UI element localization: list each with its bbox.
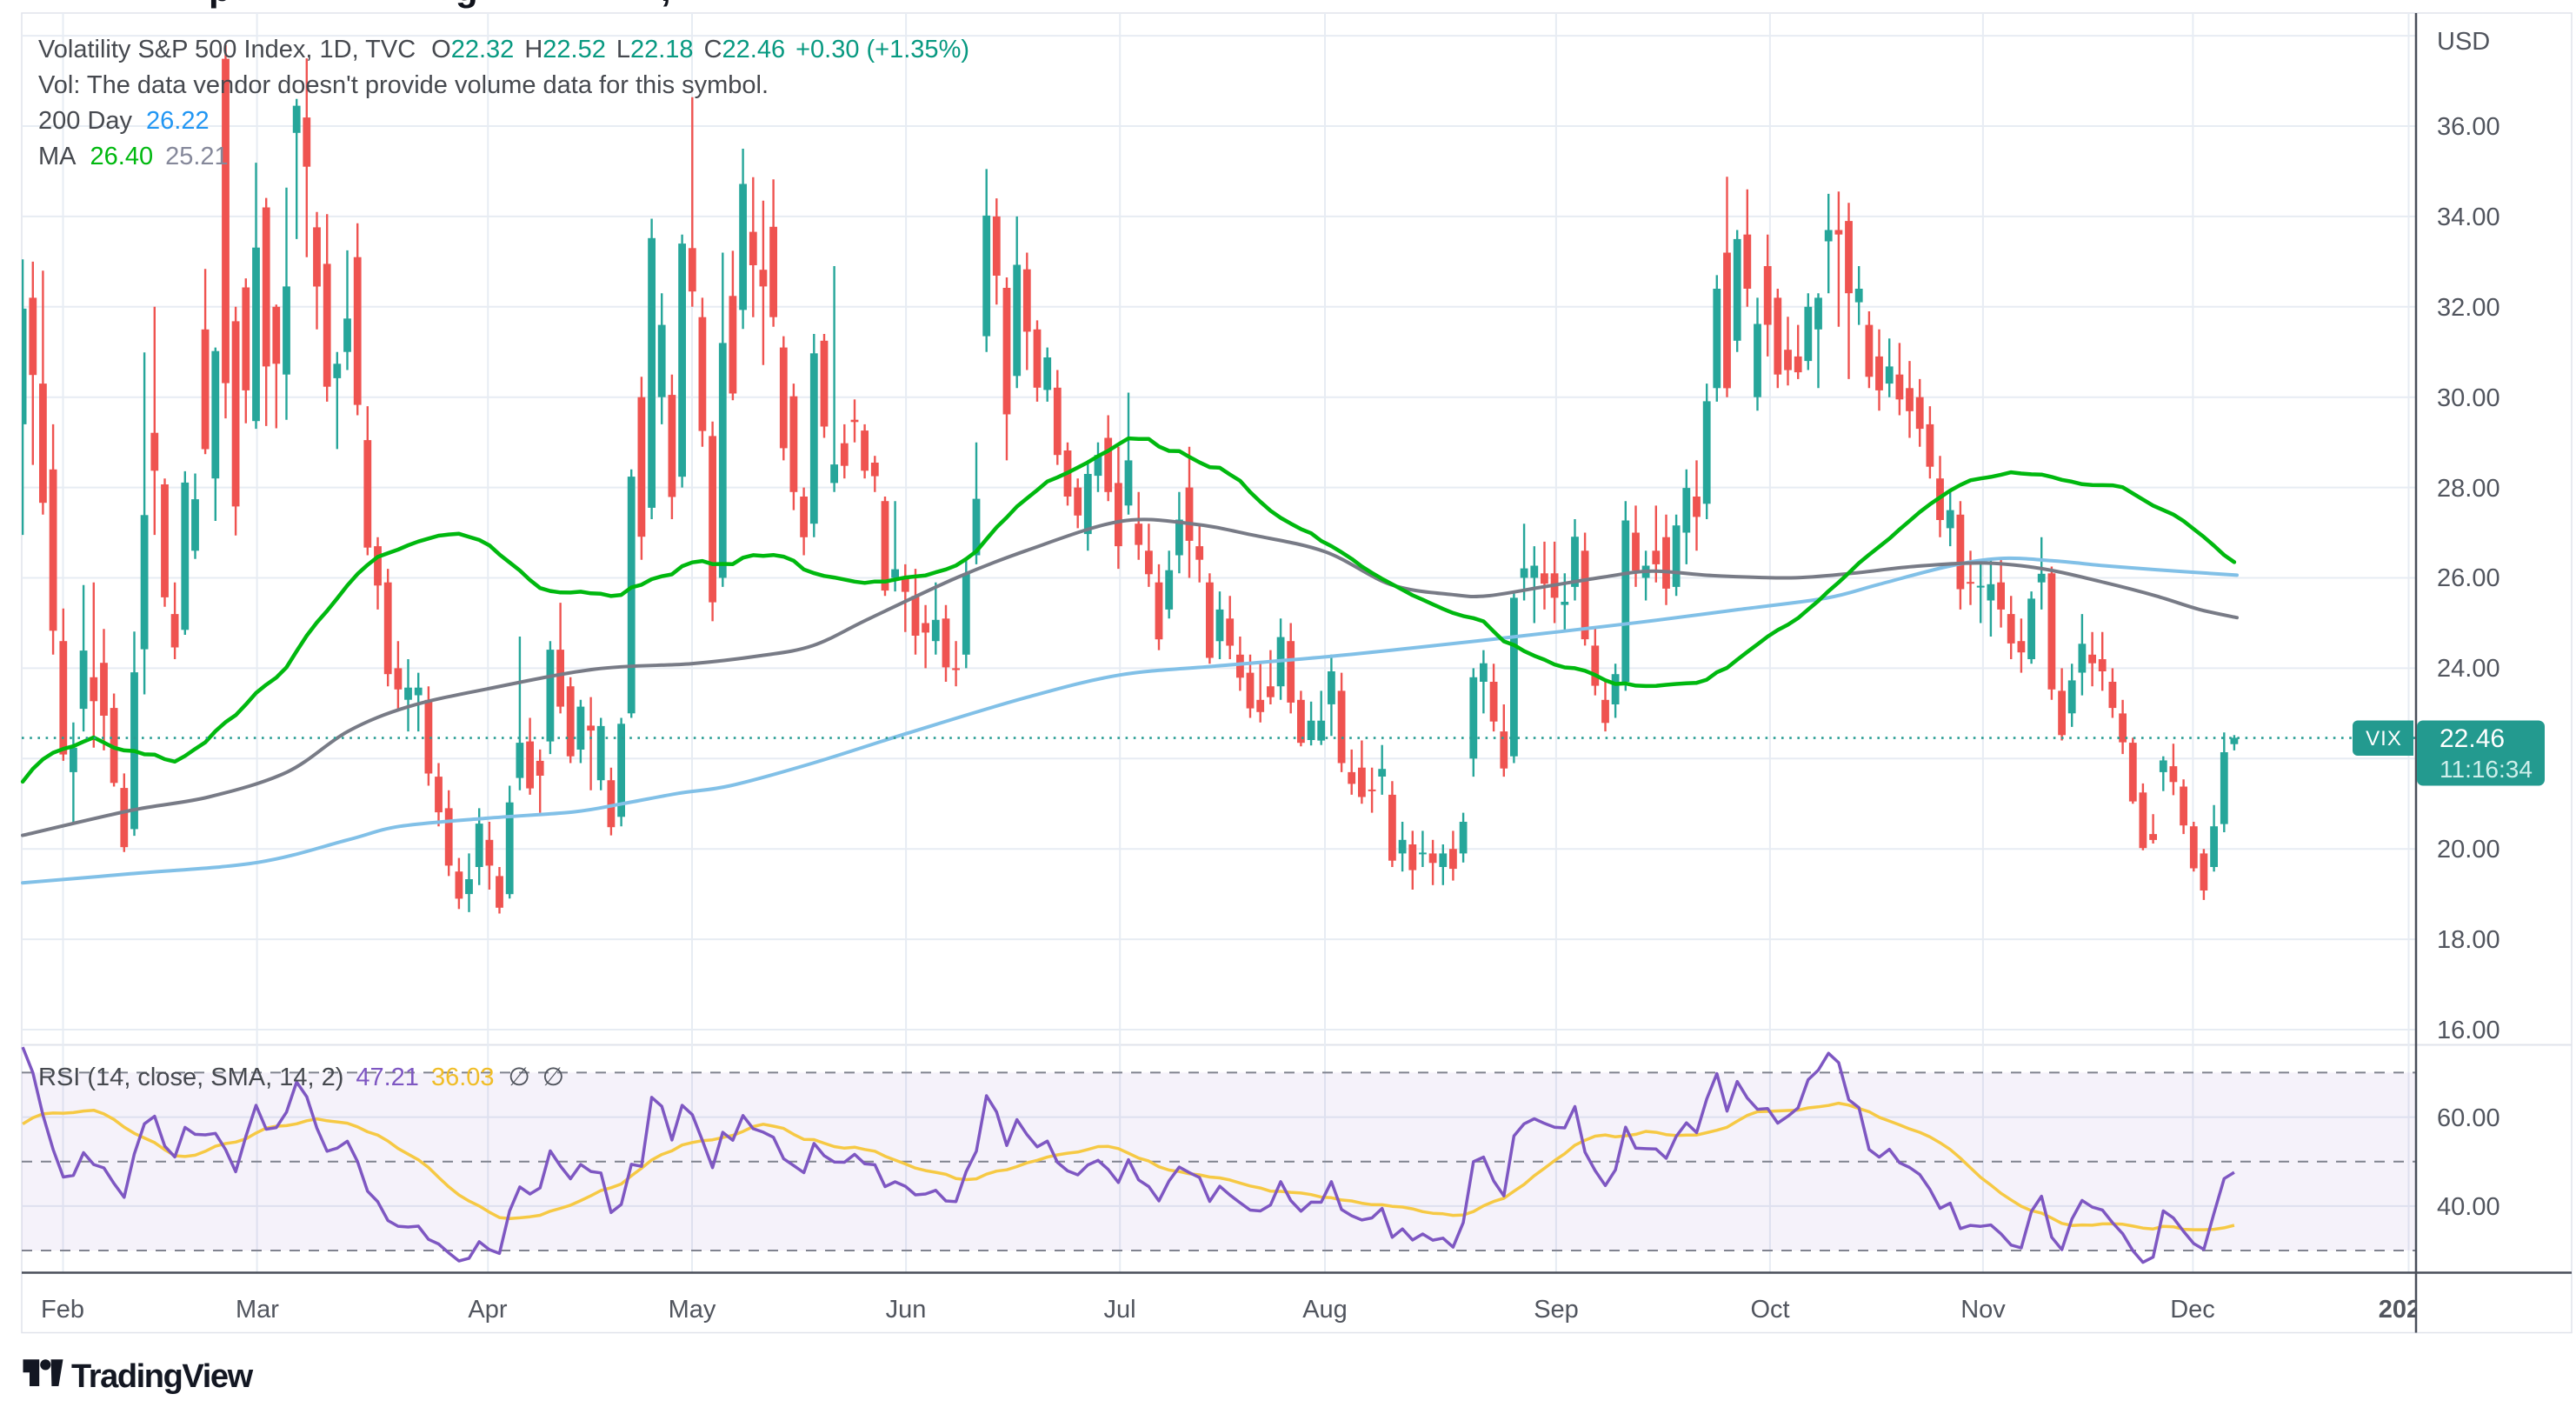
svg-text:,: ,: [661, 0, 671, 9]
svg-text:USD: USD: [2437, 28, 2490, 56]
svg-text:Volatility S&P 500 Index, 1D,: Volatility S&P 500 Index, 1D, TVC O22.32 H…: [38, 36, 969, 63]
svg-text:16.00: 16.00: [2437, 1017, 2500, 1044]
svg-text:Jul: Jul: [1103, 1296, 1135, 1324]
svg-text:24.00: 24.00: [2437, 655, 2500, 683]
svg-text:2023: 2023: [2379, 1296, 2435, 1324]
svg-text:RSI (14, close, SMA, 14, 2)47.: RSI (14, close, SMA, 14, 2) 47.21 36.03 ∅ ∅: [38, 1064, 564, 1091]
svg-text:60.00: 60.00: [2437, 1104, 2500, 1132]
svg-text:28.00: 28.00: [2437, 475, 2500, 503]
svg-text:Vol: The data vendor doesn't p: Vol: The data vendor doesn't provide vol…: [38, 71, 769, 99]
svg-text:20.00: 20.00: [2437, 836, 2500, 864]
svg-text:11:16:34: 11:16:34: [2440, 756, 2533, 783]
svg-text:VIX: VIX: [2366, 727, 2402, 750]
svg-text:36.00: 36.00: [2437, 113, 2500, 141]
svg-text:26.00: 26.00: [2437, 564, 2500, 592]
svg-text:Jun: Jun: [886, 1296, 927, 1324]
svg-text:TradingView: TradingView: [71, 1358, 254, 1395]
svg-text:g: g: [456, 0, 478, 9]
svg-text:May: May: [669, 1296, 716, 1324]
svg-text:40.00: 40.00: [2437, 1193, 2500, 1221]
svg-text:Apr: Apr: [468, 1296, 507, 1324]
svg-text:Nov: Nov: [1960, 1296, 2006, 1324]
svg-text:22.46: 22.46: [2440, 724, 2505, 753]
svg-text:30.00: 30.00: [2437, 384, 2500, 412]
svg-text:_: _: [96, 0, 117, 3]
svg-text:Aug: Aug: [1302, 1296, 1348, 1324]
svg-text:34.00: 34.00: [2437, 203, 2500, 231]
svg-text:32.00: 32.00: [2437, 294, 2500, 322]
svg-text:Oct: Oct: [1750, 1296, 1789, 1324]
svg-text:Dec: Dec: [2170, 1296, 2215, 1324]
svg-text:p: p: [209, 0, 231, 9]
svg-text:18.00: 18.00: [2437, 926, 2500, 954]
svg-text:Sep: Sep: [1534, 1296, 1579, 1324]
svg-text:Feb: Feb: [41, 1296, 84, 1324]
svg-text:Mar: Mar: [236, 1296, 279, 1324]
